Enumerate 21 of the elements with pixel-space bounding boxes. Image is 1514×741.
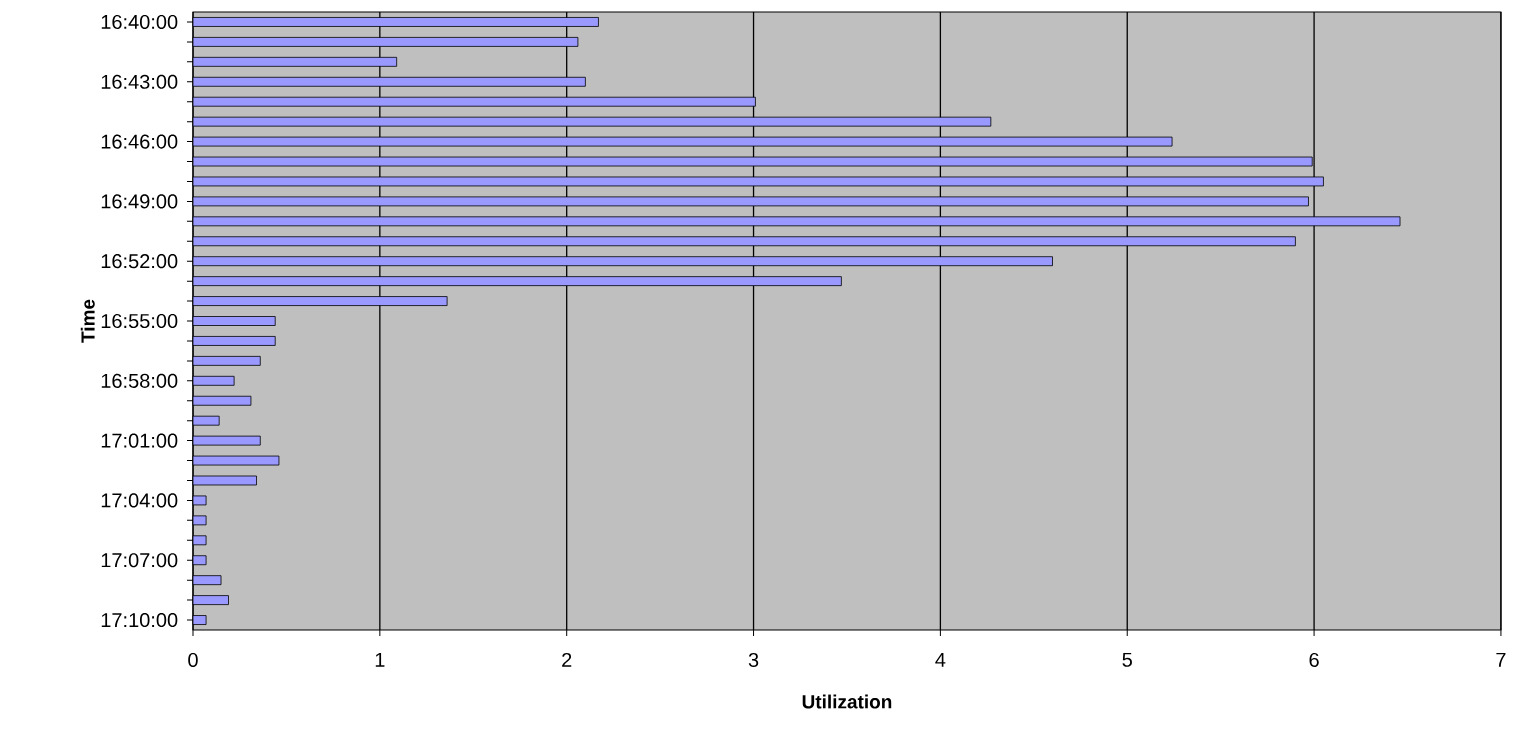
x-tick-label: 1 bbox=[375, 652, 385, 667]
y-tick-label: 17:07:00 bbox=[101, 553, 178, 568]
y-tick-label: 17:04:00 bbox=[101, 493, 178, 508]
y-tick-label: 16:55:00 bbox=[101, 313, 178, 329]
x-tick-label: 2 bbox=[562, 652, 572, 667]
x-axis-title: Utilization bbox=[802, 694, 892, 709]
x-tick-label: 0 bbox=[188, 652, 198, 668]
x-tick-label: 3 bbox=[748, 652, 759, 668]
y-tick-label: 17:10:00 bbox=[101, 612, 178, 628]
y-axis-title: Time bbox=[80, 299, 95, 343]
y-tick-label: 17:01:00 bbox=[101, 433, 178, 448]
x-tick-label: 5 bbox=[1122, 652, 1132, 667]
y-tick-label: 16:52:00 bbox=[101, 254, 178, 269]
x-tick-label: 6 bbox=[1309, 652, 1319, 668]
y-tick-label: 16:49:00 bbox=[101, 194, 178, 209]
y-tick-label: 16:43:00 bbox=[101, 74, 178, 89]
y-tick-label: 16:40:00 bbox=[101, 14, 178, 30]
x-tick-label: 7 bbox=[1496, 652, 1506, 667]
x-tick-label: 4 bbox=[935, 652, 946, 667]
y-tick-label: 16:46:00 bbox=[101, 134, 178, 149]
y-tick-label: 16:58:00 bbox=[101, 373, 178, 388]
